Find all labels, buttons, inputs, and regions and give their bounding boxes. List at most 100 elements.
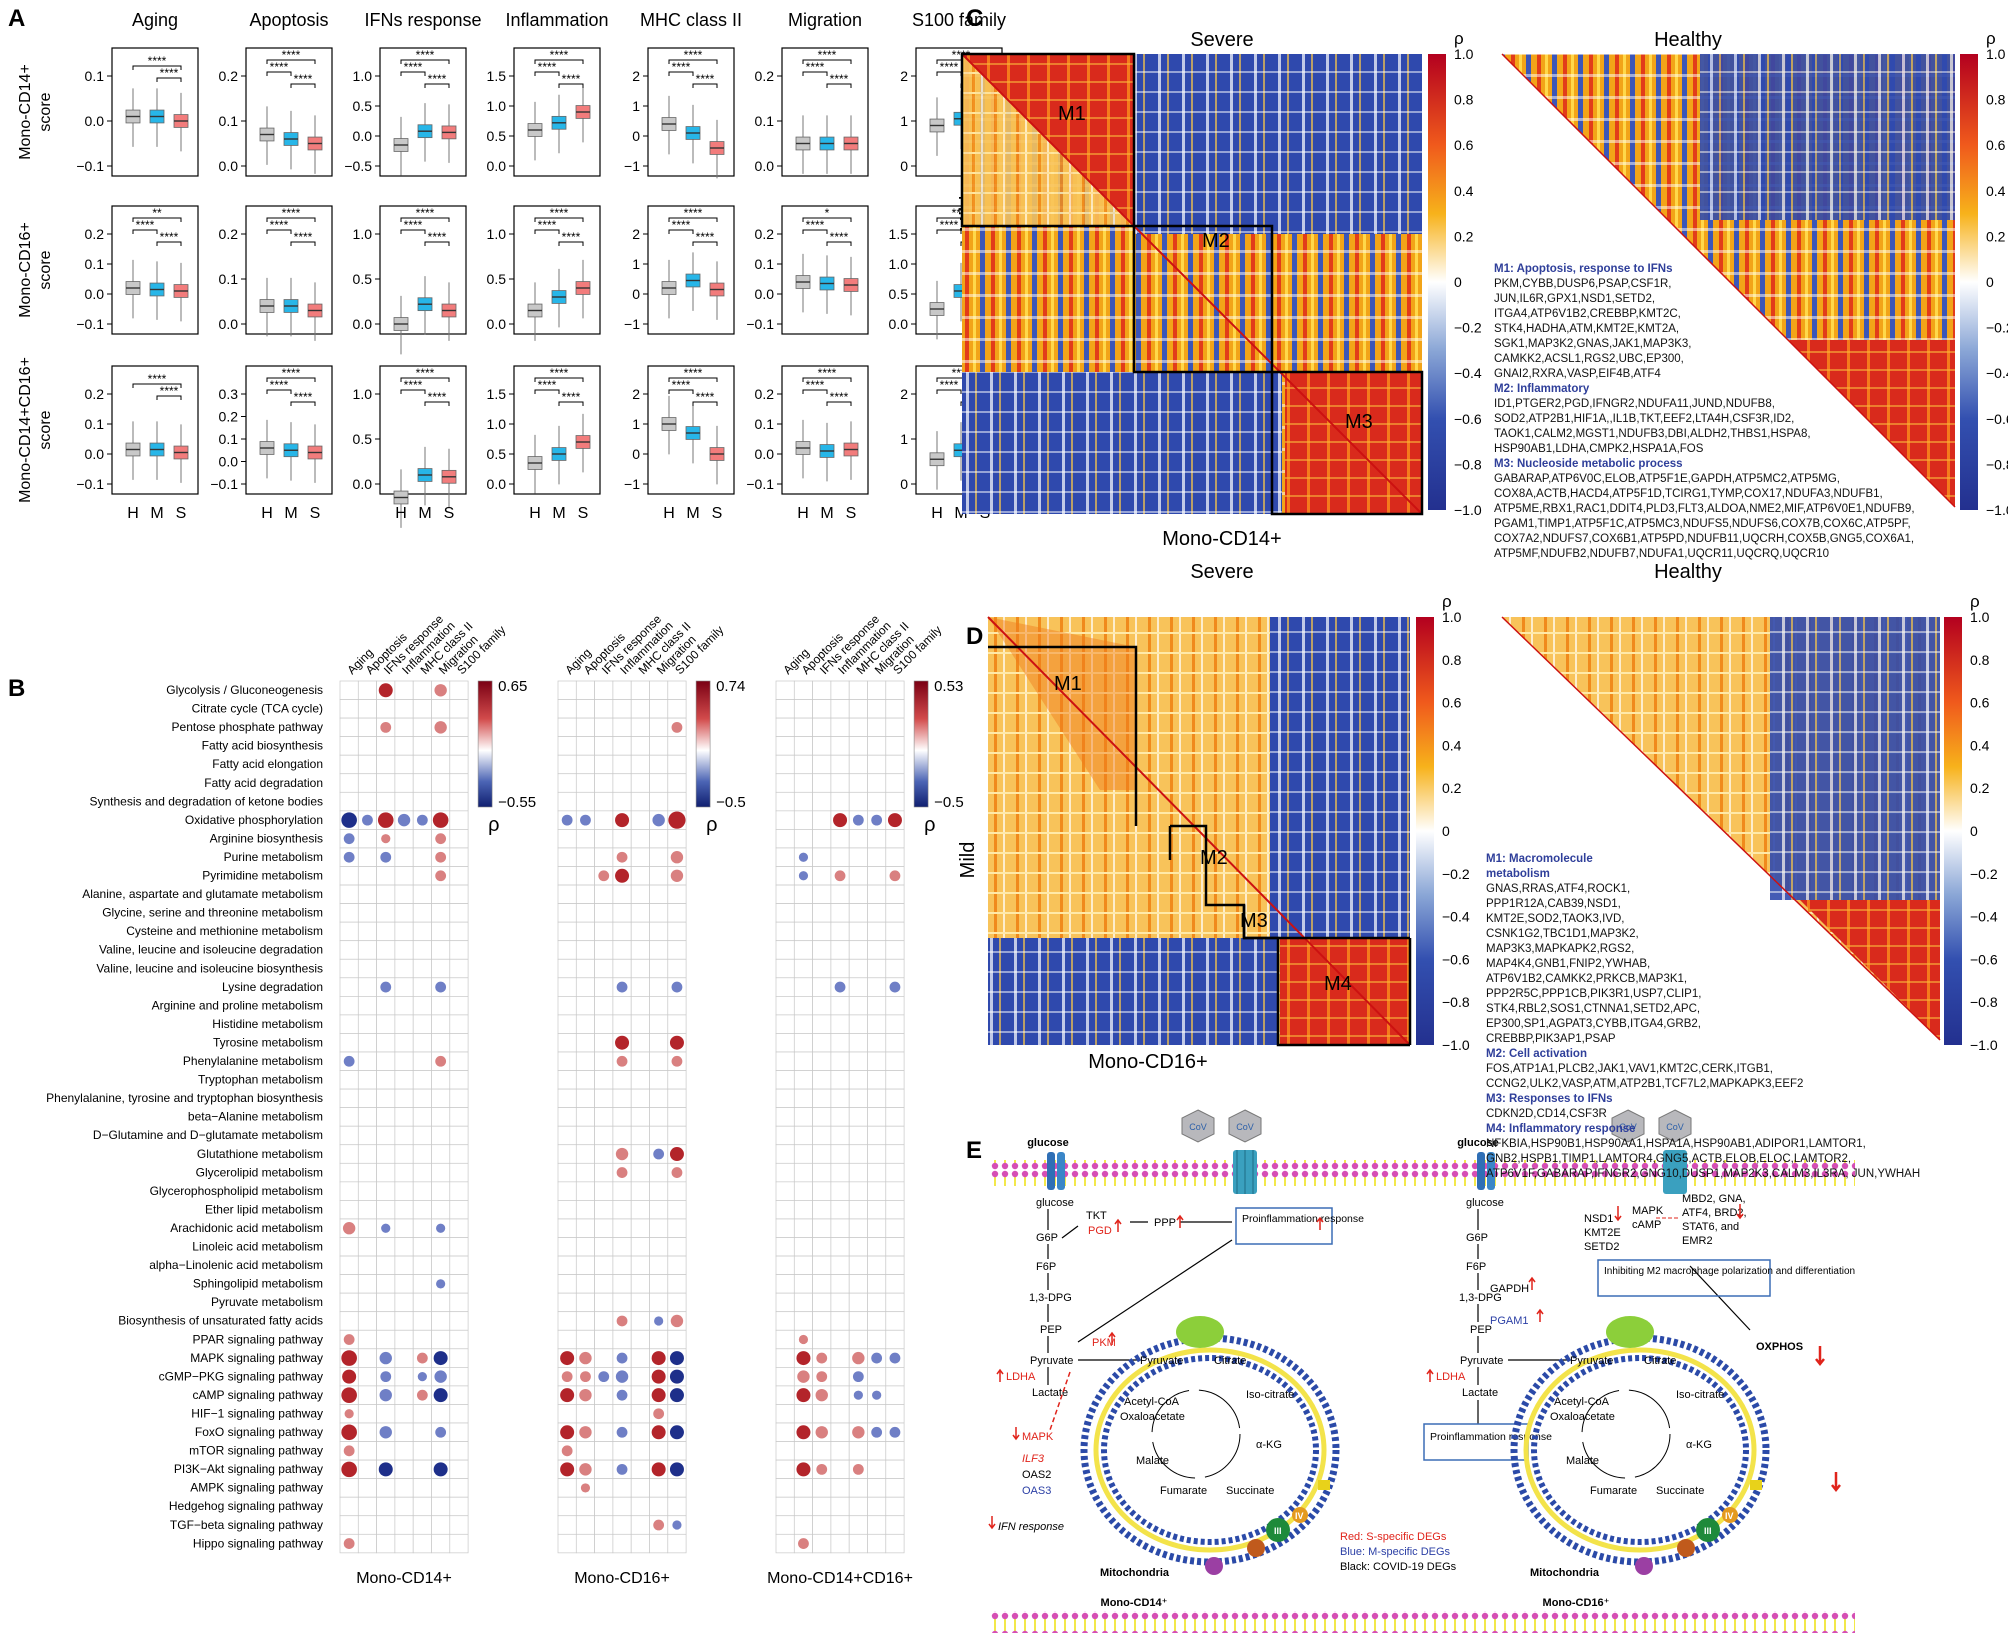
b-cell (449, 829, 469, 849)
e-right-inhibit-text: Inhibiting M2 macrophage polarization an… (1604, 1266, 1855, 1277)
e-left-proinflammation-text: Proinflammation response (1242, 1213, 1364, 1225)
heatmap-colorbar-tick: 0.2 (1986, 228, 2006, 244)
a-sig-bracket (156, 395, 182, 400)
b-dot (434, 684, 447, 697)
b-pathway-label: Purine metabolism (224, 850, 323, 864)
b-cell (867, 1274, 887, 1294)
b-cell (594, 1014, 614, 1034)
b-cell (867, 958, 887, 979)
b-cell (649, 1051, 669, 1071)
c-gene-list: M1: Apoptosis, response to IFNs PKM,CYBB… (1494, 262, 1999, 562)
c-severe-heatmap: M1 M2 M3 (960, 52, 1424, 516)
b-cell (376, 773, 396, 793)
b-cell (867, 1366, 887, 1387)
b-cell (885, 829, 905, 849)
b-colorbar-min: −0.5 (934, 794, 964, 811)
b-cell (431, 773, 451, 793)
b-cell (575, 1441, 595, 1461)
e-left-pyruvate: Pyruvate (1030, 1355, 1073, 1367)
b-cell (612, 958, 632, 979)
e-left-13dpg: 1,3-DPG (1029, 1292, 1072, 1304)
e-right-nsd1: NSD1 (1584, 1213, 1613, 1225)
b-cell (394, 791, 414, 812)
a-sig-stars: **** (294, 390, 313, 404)
b-dot (852, 1351, 865, 1365)
b-cell (630, 1441, 650, 1461)
b-cell (557, 940, 577, 960)
b-cell (775, 1441, 795, 1461)
b-cell (412, 1125, 432, 1146)
heatmap-colorbar-tick: 0.4 (1986, 183, 2006, 199)
b-cell (812, 791, 832, 812)
b-cell (830, 1274, 850, 1294)
b-cell (557, 773, 577, 793)
b-cell (793, 791, 813, 812)
a-sig-stars: **** (818, 48, 837, 62)
b-cell (812, 1255, 832, 1275)
b-cell (449, 1200, 469, 1220)
b-cell (867, 717, 887, 737)
b-pathway-label: beta−Alanine metabolism (188, 1110, 323, 1124)
b-cell (357, 1515, 377, 1535)
b-cell (630, 754, 650, 775)
e-right-atf4: ATF4, BRD2, (1682, 1207, 1747, 1219)
b-cell (449, 1366, 469, 1387)
b-cell (449, 1311, 469, 1331)
b-cell (431, 1255, 451, 1275)
b-cell (649, 1441, 669, 1461)
b-cell (630, 847, 650, 867)
b-cell (394, 1404, 414, 1424)
b-cell (867, 1515, 887, 1535)
b-dot (669, 1388, 684, 1403)
b-dot (580, 1371, 591, 1383)
e-left-tca-isocitrate: Iso-citrate (1246, 1389, 1294, 1401)
b-cell (339, 1237, 359, 1257)
b-cell (339, 1478, 359, 1498)
b-cell (412, 1274, 432, 1294)
b-cell (793, 1255, 813, 1275)
b-dot (343, 1055, 355, 1067)
b-cell (649, 866, 669, 886)
b-cell (848, 680, 868, 700)
b-cell (885, 736, 905, 756)
b-cell (793, 1441, 813, 1461)
b-dot (379, 1388, 392, 1402)
a-ytick-label: 0.1 (219, 271, 239, 287)
heatmap-colorbar-tick: 0.8 (1986, 92, 2006, 108)
b-cell (449, 1070, 469, 1090)
b-cell (775, 717, 795, 737)
b-cell (394, 1459, 414, 1479)
e-right-oxphos: OXPHOS (1756, 1341, 1803, 1353)
b-cell (612, 940, 632, 960)
b-cell (449, 884, 469, 904)
b-cell (812, 1088, 832, 1108)
b-cell (867, 940, 887, 960)
b-cell (885, 1404, 905, 1424)
b-cell (812, 1014, 832, 1034)
b-cell (431, 754, 451, 775)
b-cell (867, 1144, 887, 1164)
b-cell (630, 717, 650, 737)
b-cell (612, 1478, 632, 1498)
b-cell (594, 1496, 614, 1517)
b-cell (793, 1107, 813, 1127)
b-cell (449, 791, 469, 812)
heatmap-colorbar-tick: −0.2 (1986, 320, 2008, 336)
b-cell (357, 940, 377, 960)
b-pathway-label: AMPK signaling pathway (190, 1481, 323, 1495)
a-sig-bracket (534, 71, 560, 76)
b-cell (339, 995, 359, 1016)
b-cell (848, 699, 868, 719)
heatmap-colorbar-tick: 0.2 (1454, 228, 1474, 244)
b-cell (630, 680, 650, 700)
b-cell (848, 1274, 868, 1294)
b-cell (612, 1125, 632, 1146)
a-sig-bracket (692, 83, 718, 88)
b-dot (796, 1425, 811, 1440)
b-cell (885, 1496, 905, 1517)
a-ytick-label: 0.2 (755, 386, 775, 402)
b-cell (812, 921, 832, 942)
b-cell (357, 1051, 377, 1071)
b-cell (867, 1329, 887, 1350)
e-left-pgd: PGD (1088, 1225, 1112, 1237)
